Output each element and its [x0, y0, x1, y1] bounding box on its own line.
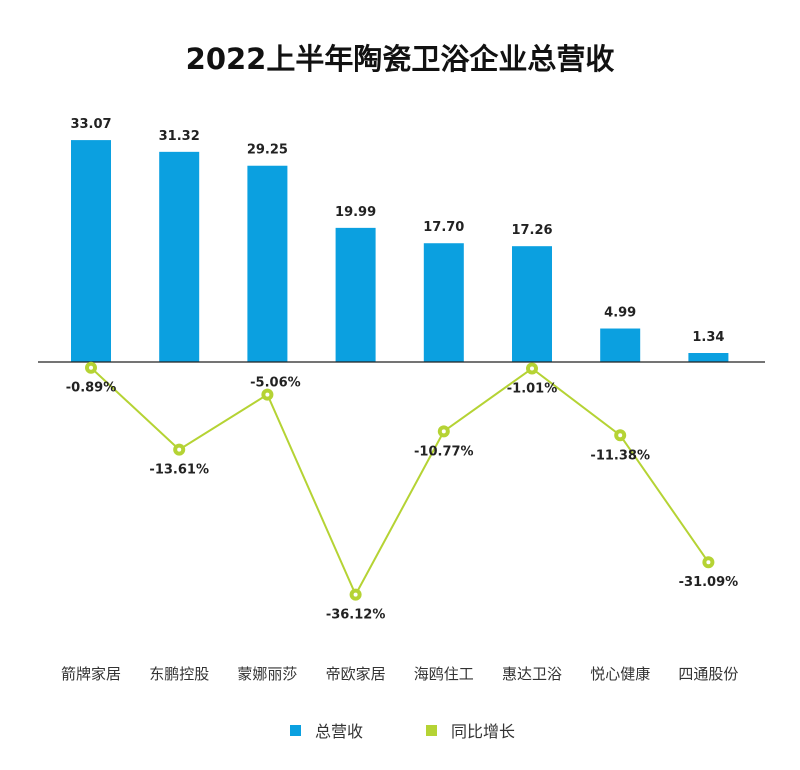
legend-swatch-revenue: [290, 724, 301, 736]
category-label: 四通股份: [678, 665, 738, 683]
growth-point-center: [265, 392, 270, 397]
bar: [159, 151, 200, 362]
legend-label-revenue: 总营收: [315, 722, 364, 741]
growth-value-label: -10.77%: [414, 444, 474, 459]
legend-swatch-growth: [426, 724, 437, 736]
growth-point-center: [89, 365, 93, 370]
bar-value-label: 17.26: [511, 223, 552, 238]
bar-value-label: 19.99: [335, 205, 376, 220]
bar: [688, 353, 729, 362]
growth-point-center: [177, 447, 182, 452]
growth-value-label: -5.06%: [250, 376, 301, 391]
growth-point-center: [706, 560, 711, 565]
growth-value-label: -36.12%: [326, 608, 386, 623]
bar-value-label: 33.07: [70, 117, 111, 132]
category-label: 悦心健康: [590, 665, 650, 683]
bar: [512, 246, 552, 362]
growth-value-label: -31.09%: [679, 575, 739, 590]
legend-item-growth: 同比增长: [426, 718, 515, 742]
growth-line: [90, 366, 710, 597]
chart-title: 2022上半年陶瓷卫浴企业总营收: [185, 42, 615, 76]
growth-value-label: -13.61%: [149, 463, 209, 478]
bar: [335, 227, 376, 362]
bar: [247, 165, 288, 362]
category-label: 帝欧家居: [326, 665, 386, 683]
growth-point-center: [353, 592, 358, 597]
category-label: 海鸥住工: [414, 665, 474, 683]
bar-value-label: 17.70: [423, 220, 464, 235]
category-label: 蒙娜丽莎: [237, 665, 297, 683]
legend-item-revenue: 总营收: [290, 718, 363, 742]
growth-value-label: -11.38%: [590, 448, 650, 463]
bar-value-label: 29.25: [247, 143, 288, 158]
category-label: 惠达卫浴: [502, 665, 562, 683]
growth-point-center: [530, 366, 534, 371]
bar-value-label: 31.32: [159, 129, 200, 144]
category-label: 东鹏控股: [149, 665, 209, 683]
growth-point-center: [618, 433, 623, 438]
growth-value-label: -1.01%: [507, 382, 558, 397]
growth-value-label: -0.89%: [66, 381, 117, 396]
legend-label-growth: 同比增长: [451, 722, 516, 741]
bar: [600, 328, 641, 362]
bar-value-label: 1.34: [692, 330, 724, 345]
bar-value-label: 4.99: [604, 306, 636, 321]
growth-point-center: [441, 429, 446, 434]
bar: [71, 140, 111, 362]
category-label: 箭牌家居: [61, 665, 121, 683]
bar: [423, 243, 464, 362]
